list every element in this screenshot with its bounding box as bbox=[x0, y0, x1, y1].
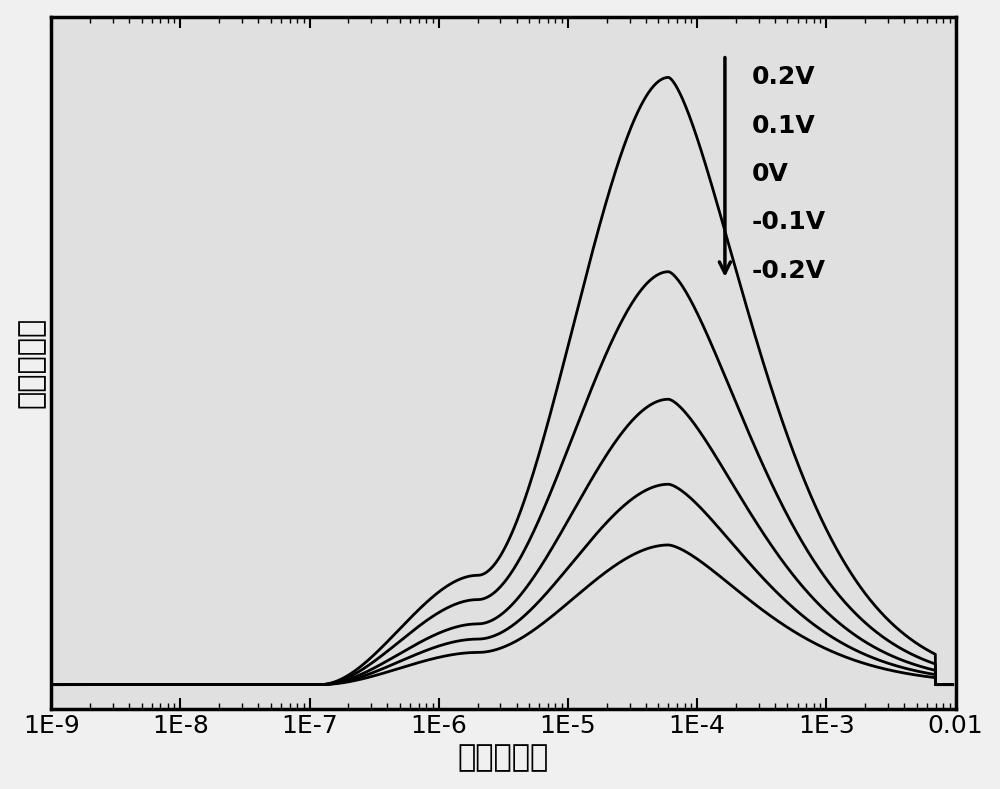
Text: 0.1V: 0.1V bbox=[752, 114, 816, 137]
Text: -0.1V: -0.1V bbox=[752, 211, 826, 234]
Text: -0.2V: -0.2V bbox=[752, 259, 826, 283]
Text: 0V: 0V bbox=[752, 162, 789, 186]
X-axis label: 时间（秒）: 时间（秒） bbox=[458, 743, 549, 772]
Y-axis label: 光电流强度: 光电流强度 bbox=[17, 317, 46, 409]
Text: 0.2V: 0.2V bbox=[752, 65, 816, 89]
